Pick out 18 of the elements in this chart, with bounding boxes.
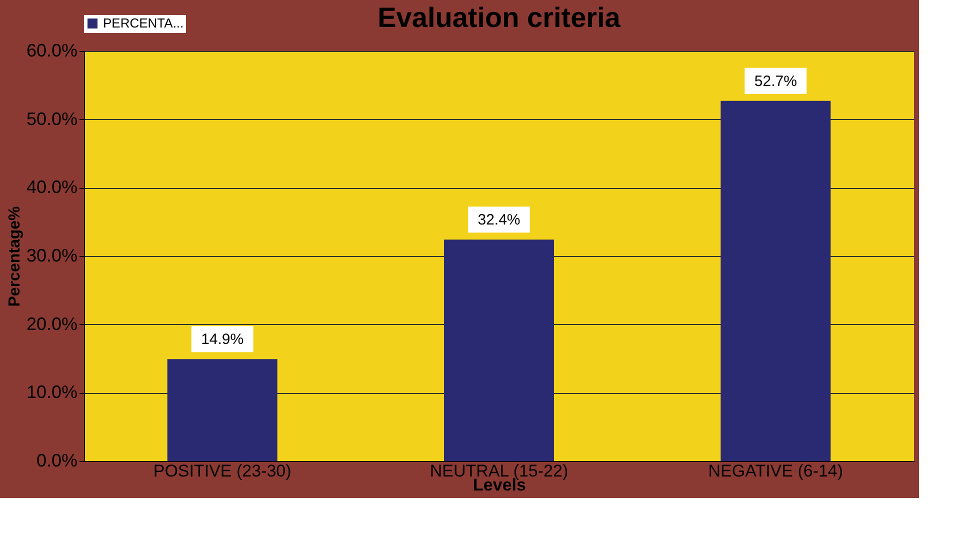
y-axis-title: Percentage% xyxy=(6,206,24,307)
bar xyxy=(720,100,831,461)
data-label: 32.4% xyxy=(478,212,520,229)
x-tick-label: NEGATIVE (6-14) xyxy=(708,462,844,480)
bar xyxy=(167,359,278,461)
y-tick-label: 60.0% xyxy=(26,40,78,60)
y-tick-label: 10.0% xyxy=(26,382,78,402)
y-tick-label: 40.0% xyxy=(26,177,78,198)
y-tick-label: 20.0% xyxy=(26,314,78,334)
x-tick-label: POSITIVE (23-30) xyxy=(153,462,292,480)
chart-title: Evaluation criteria xyxy=(378,2,621,33)
bar xyxy=(444,240,554,461)
y-tick-label: 30.0% xyxy=(26,246,78,266)
data-label: 14.9% xyxy=(201,331,244,348)
y-tick-label: 50.0% xyxy=(26,108,78,129)
y-tick-label: 0.0% xyxy=(36,450,78,470)
legend-label: PERCENTA... xyxy=(103,16,184,30)
data-label: 52.7% xyxy=(754,72,797,90)
